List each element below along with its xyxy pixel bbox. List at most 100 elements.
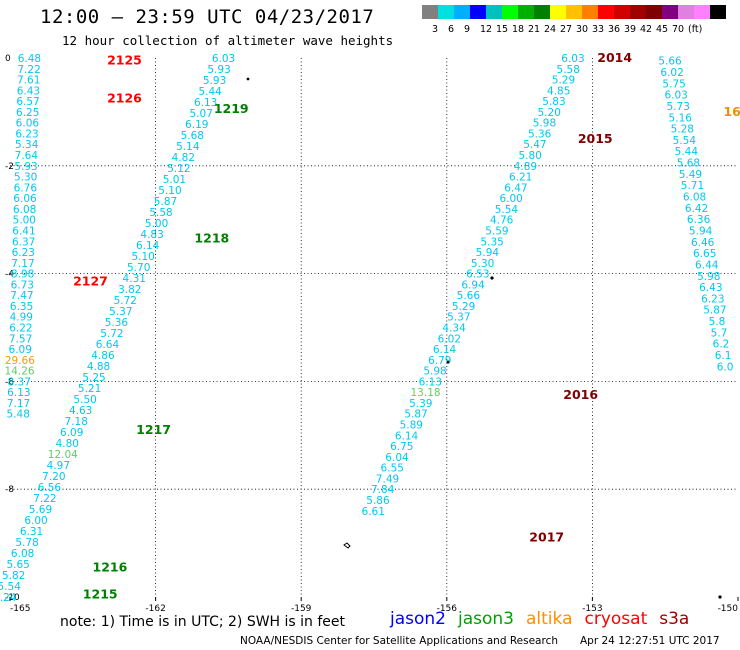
wave-height-value: 6.00 (24, 515, 47, 527)
wave-height-value: 5.65 (6, 559, 29, 571)
pass-label: 2016 (563, 387, 598, 402)
wave-height-value: 5.20 (538, 107, 561, 119)
wave-height-value: 6.00 (499, 193, 522, 205)
wave-height-value: 6.25 (16, 107, 39, 119)
wave-height-value: 5.78 (15, 537, 38, 549)
satellite-tracks: 6.487.227.616.436.576.256.066.235.347.64… (0, 53, 733, 604)
wave-height-value: 6.23 (12, 247, 35, 259)
wave-height-value: 5.48 (7, 409, 30, 421)
legend-swatch (694, 5, 710, 19)
pass-label: 2127 (73, 274, 108, 289)
legend-swatch (502, 5, 518, 19)
wave-height-value: 5.54 (495, 204, 519, 216)
legend-label: 42 (640, 24, 653, 35)
wave-height-value: 5.39 (409, 398, 432, 410)
wave-height-value: 6.36 (687, 214, 711, 226)
legend-swatch (518, 5, 534, 19)
wave-height-value: 6.03 (664, 90, 687, 102)
wave-height-value: 7.49 (376, 473, 399, 485)
wave-height-value: 6.06 (16, 118, 40, 130)
wave-height-value: 6.42 (685, 203, 708, 215)
wave-height-value: 7.22 (33, 493, 56, 505)
y-tick-label: -2 (5, 162, 14, 172)
wave-height-value: 4.31 (123, 273, 146, 285)
wave-height-value: 12.04 (48, 449, 78, 461)
wave-height-value: 5.86 (366, 495, 390, 507)
legend-swatch (630, 5, 646, 19)
wave-height-value: 5.10 (158, 185, 181, 197)
wave-height-value: 5.29 (552, 75, 575, 87)
x-tick-label: -153 (582, 604, 602, 614)
wave-height-value: 5.44 (675, 146, 699, 158)
pass-label: 1217 (136, 422, 171, 437)
wave-height-value: 6.13 (7, 387, 30, 399)
wave-height-value: 5.54 (673, 135, 697, 147)
satellite-altika: altika (526, 609, 573, 629)
wave-height-value: 4.97 (47, 460, 70, 472)
wave-height-value: 6.08 (11, 548, 34, 560)
wave-height-value: 5.25 (82, 372, 105, 384)
legend-swatch (710, 5, 726, 19)
wave-height-value: 6.41 (12, 225, 35, 237)
wave-height-value: 5.72 (114, 295, 137, 307)
pass-label: 1216 (93, 559, 128, 574)
pass-label: 1215 (83, 586, 118, 601)
wave-height-value: 6.44 (695, 259, 719, 271)
wave-height-value: 5.89 (400, 420, 423, 432)
wave-height-value: 5.01 (163, 174, 186, 186)
wave-height-value: 5.75 (662, 78, 685, 90)
wave-height-value: 5.73 (667, 101, 690, 113)
wave-height-value: 5.68 (181, 130, 204, 142)
wave-height-value: 6.09 (9, 344, 32, 356)
wave-height-value: 6.35 (10, 301, 33, 313)
map-title: 12:00 – 23:59 UTC 04/23/2017 (40, 6, 375, 28)
wave-height-value: 6.08 (13, 204, 36, 216)
wave-height-value: 5.00 (145, 218, 168, 230)
pass-label: 2125 (107, 53, 142, 68)
wave-height-value: 6.14 (395, 430, 419, 442)
credit-text: NOAA/NESDIS Center for Satellite Applica… (240, 635, 558, 647)
footer-note: note: 1) Time is in UTC; 2) SWH is in fe… (60, 614, 346, 630)
legend-swatch (646, 5, 662, 19)
wave-height-value: 5.58 (149, 207, 172, 219)
wave-height-value: 5.36 (105, 317, 129, 329)
wave-height-value: 5.70 (127, 262, 150, 274)
wave-height-value: 6.64 (96, 339, 120, 351)
wave-height-value: 6.03 (212, 53, 235, 65)
track-2014: 6.035.585.294.855.835.205.985.365.475.80… (362, 53, 585, 518)
wave-height-value: 8.98 (11, 269, 34, 281)
y-tick-label: -8 (5, 485, 14, 495)
wave-height-value: 5.29 (452, 301, 475, 313)
wave-height-value: 7.17 (7, 398, 30, 410)
satellite-cryosat: cryosat (584, 609, 648, 629)
legend-label: 12 (480, 24, 493, 35)
x-tick-label: -165 (10, 604, 30, 614)
wave-height-value: 6.43 (17, 85, 40, 97)
wave-height-value: 5.68 (677, 158, 700, 170)
wave-height-value: 5.93 (14, 161, 37, 173)
legend-swatch (550, 5, 566, 19)
wave-height-value: 5.80 (518, 150, 541, 162)
pass-label: 1218 (194, 231, 229, 246)
island-mark (718, 595, 722, 599)
wave-height-value: 5.14 (176, 141, 200, 153)
wave-height-value: 5.66 (658, 56, 682, 68)
wave-height-value: 6.46 (691, 237, 715, 249)
legend-swatch (678, 5, 694, 19)
legend-label: 33 (592, 24, 605, 35)
wave-height-value: 4.89 (514, 161, 537, 173)
wave-height-value: 6.75 (390, 441, 413, 453)
wave-height-value: 5.82 (2, 570, 25, 582)
map-grid (10, 58, 738, 597)
wave-height-value: 6.61 (362, 506, 385, 518)
wave-height-value: 5.07 (190, 108, 213, 120)
wave-height-value: 13.18 (411, 387, 441, 399)
wave-height-value: 5.35 (480, 236, 503, 248)
wave-height-value: 5.93 (203, 75, 226, 87)
map-subtitle: 12 hour collection of altimeter wave hei… (62, 33, 394, 48)
wave-height-value: 5.87 (154, 196, 177, 208)
wave-height-value: 14.26 (5, 366, 35, 378)
wave-height-value: 7.64 (15, 150, 39, 162)
pass-label: 2015 (578, 131, 613, 146)
